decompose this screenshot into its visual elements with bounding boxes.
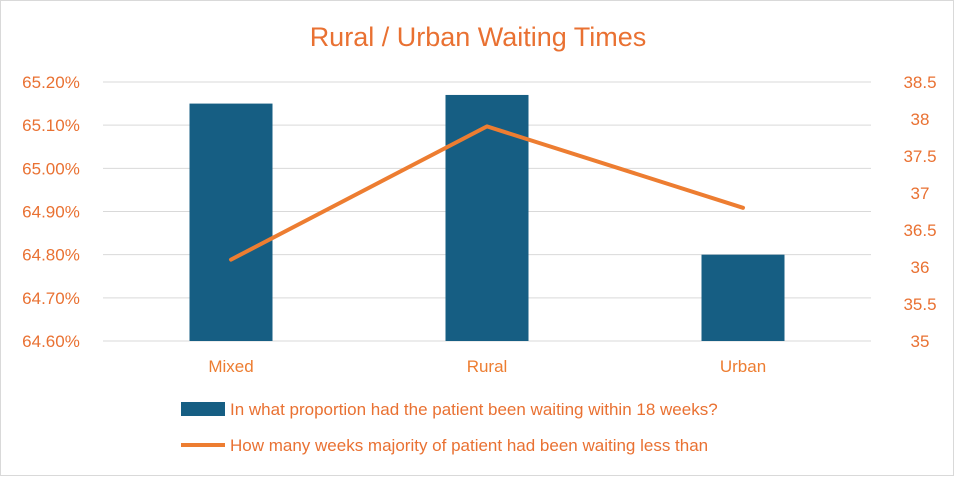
left-tick-label: 65.10%: [22, 116, 80, 135]
legend-label-line: How many weeks majority of patient had b…: [230, 436, 708, 455]
left-tick-label: 64.70%: [22, 289, 80, 308]
bar: [702, 255, 785, 341]
right-tick-label: 38: [911, 110, 930, 129]
right-tick-label: 36.5: [903, 221, 936, 240]
right-tick-label: 35.5: [903, 295, 936, 314]
left-tick-label: 65.20%: [22, 73, 80, 92]
right-tick-label: 35: [911, 332, 930, 351]
chart-title: Rural / Urban Waiting Times: [310, 22, 647, 52]
category-label: Urban: [720, 357, 766, 376]
bar: [446, 95, 529, 341]
left-axis-ticks: 64.60% 64.70% 64.80% 64.90% 65.00% 65.10% 65.2…: [22, 73, 80, 351]
bar: [190, 104, 273, 341]
left-tick-label: 65.00%: [22, 159, 80, 178]
right-tick-label: 37: [911, 184, 930, 203]
left-tick-label: 64.80%: [22, 246, 80, 265]
right-axis-ticks: 35 35.5 36 36.5 37 37.5 38 38.5: [903, 73, 936, 351]
right-tick-label: 37.5: [903, 147, 936, 166]
right-tick-label: 36: [911, 258, 930, 277]
category-label: Mixed: [208, 357, 253, 376]
legend: In what proportion had the patient been …: [181, 400, 718, 455]
left-tick-label: 64.90%: [22, 203, 80, 222]
category-labels: Mixed Rural Urban: [208, 357, 766, 376]
legend-label-bar: In what proportion had the patient been …: [230, 400, 718, 419]
legend-swatch-bar: [181, 402, 225, 416]
category-label: Rural: [467, 357, 508, 376]
bar-series: [190, 95, 785, 341]
right-tick-label: 38.5: [903, 73, 936, 92]
left-tick-label: 64.60%: [22, 332, 80, 351]
